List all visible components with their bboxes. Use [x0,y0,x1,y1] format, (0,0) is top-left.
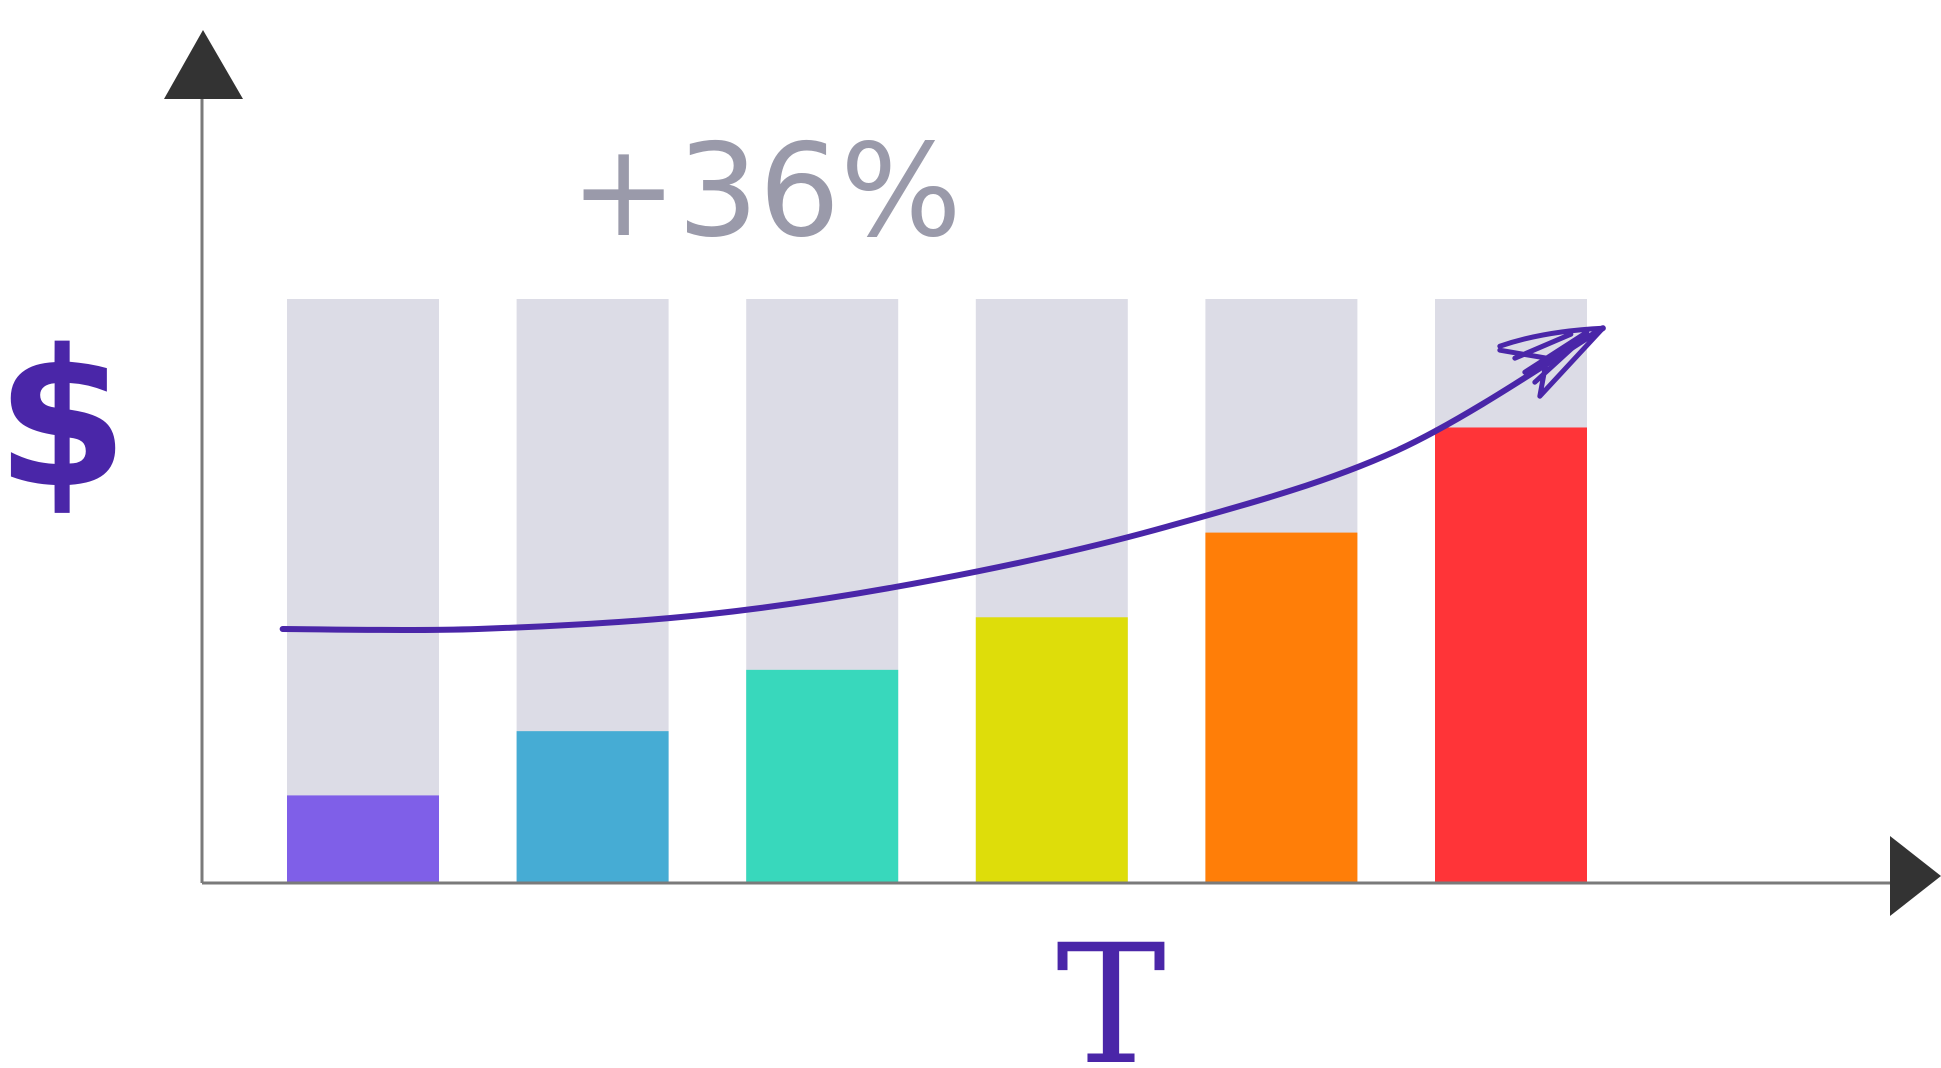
x-axis-label: T [1056,909,1166,1068]
bar-tracks [287,299,1587,883]
trend-line [279,325,1606,634]
bar-3 [746,669,899,883]
bar-track-1 [287,299,439,883]
bar-2 [516,731,669,883]
y-axis-arrow-icon [164,30,243,99]
bars [287,427,1587,883]
bar-1 [287,795,439,883]
trend-arrow-icon [1497,325,1606,399]
bar-5 [1205,532,1358,883]
bar-6 [1435,427,1587,883]
bar-4 [975,617,1128,883]
x-axis-arrow-icon [1890,836,1941,916]
growth-annotation: +36% [570,117,962,266]
y-axis-label: $ [0,309,128,530]
